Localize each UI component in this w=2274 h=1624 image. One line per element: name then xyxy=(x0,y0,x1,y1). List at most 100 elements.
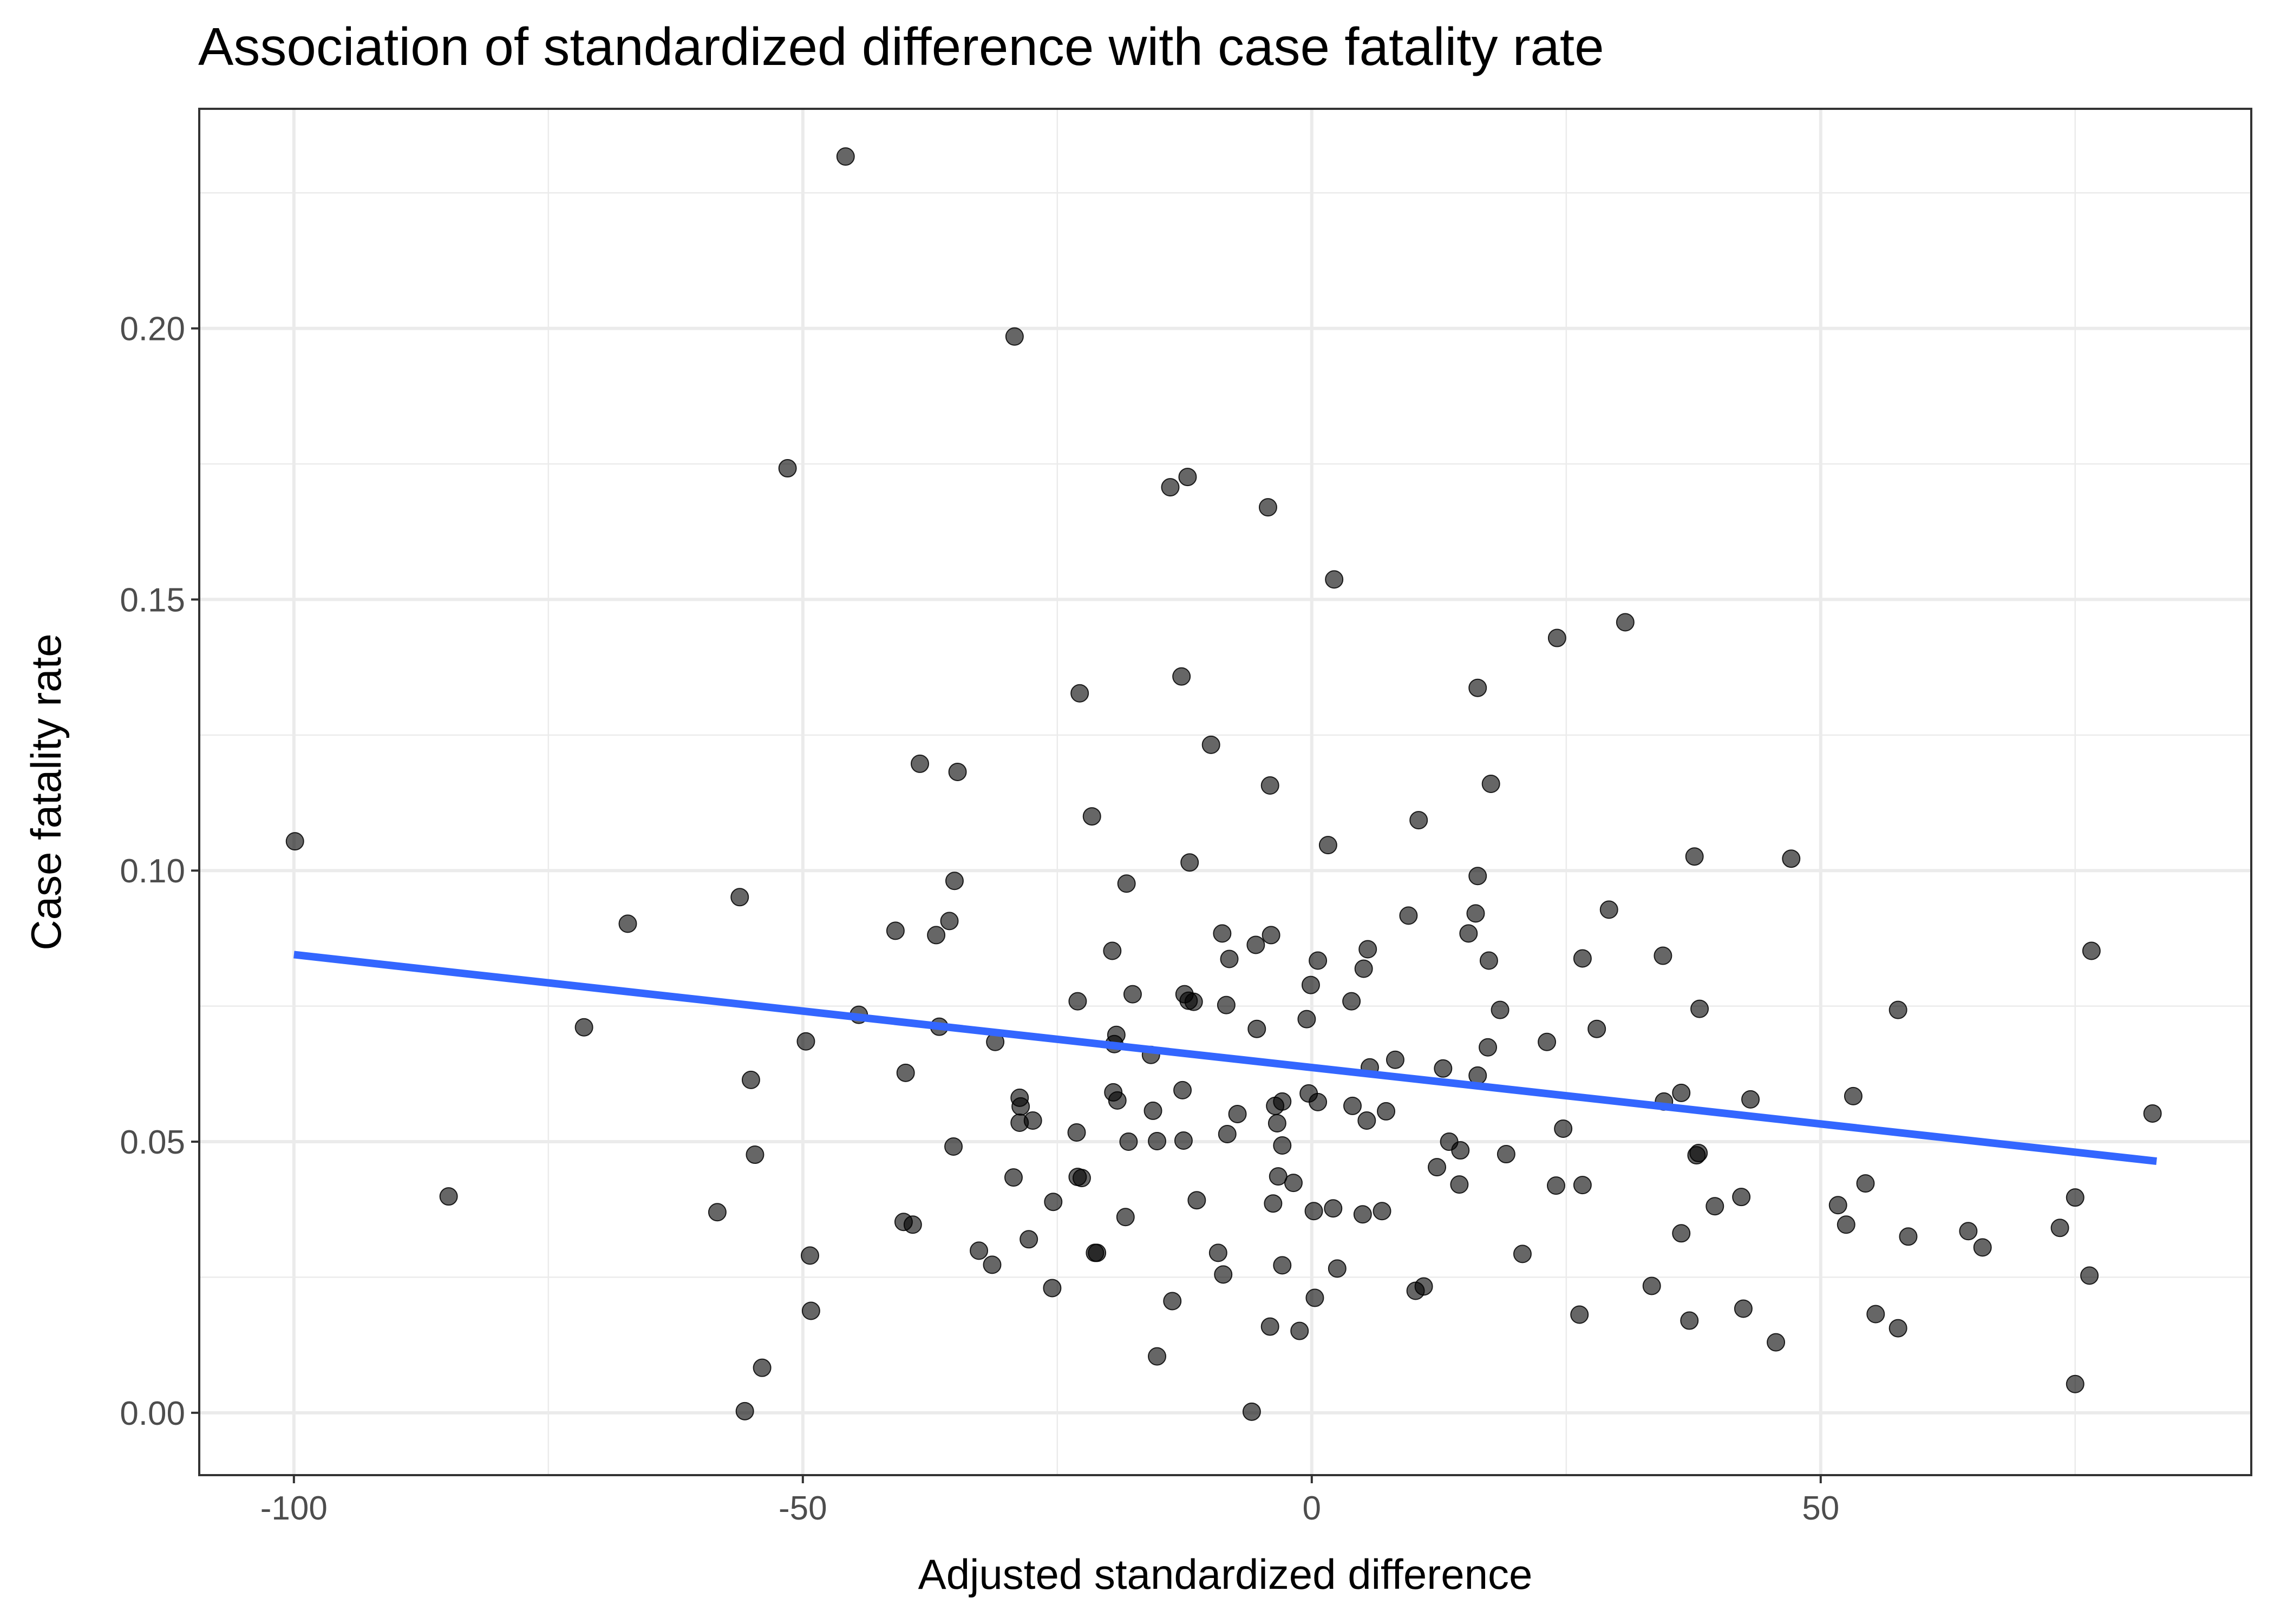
data-point xyxy=(1161,478,1180,497)
data-point xyxy=(948,762,967,781)
data-point xyxy=(1218,1125,1237,1144)
data-point xyxy=(1309,1092,1328,1111)
data-point xyxy=(2082,941,2101,960)
data-point xyxy=(1123,985,1142,1004)
data-point xyxy=(1043,1279,1062,1298)
data-point xyxy=(1782,849,1801,868)
data-point xyxy=(1214,1265,1233,1284)
data-point xyxy=(2066,1374,2084,1393)
data-point xyxy=(1264,1194,1283,1213)
data-point xyxy=(574,1018,593,1037)
data-point xyxy=(1173,1081,1192,1099)
data-point xyxy=(1732,1188,1751,1207)
data-point xyxy=(1267,1114,1286,1132)
axis-tick-labels: -100 -50 0 50 0.00 0.05 0.10 0.15 0.20 xyxy=(120,311,1839,1527)
data-point xyxy=(1672,1083,1691,1102)
x-tick-label: 0 xyxy=(1303,1490,1321,1527)
data-point xyxy=(1082,807,1101,826)
data-point xyxy=(896,1063,915,1082)
data-point xyxy=(1011,1097,1030,1116)
data-point xyxy=(1174,1131,1193,1150)
data-point xyxy=(1546,1176,1565,1195)
trend-line-group xyxy=(293,951,2157,1165)
data-point xyxy=(1178,468,1197,487)
data-point xyxy=(800,1246,819,1265)
data-point xyxy=(1573,1176,1592,1195)
data-point xyxy=(1213,924,1232,943)
chart-title: Association of standardized difference w… xyxy=(198,17,1604,76)
data-point xyxy=(1899,1227,1918,1246)
data-point xyxy=(886,921,905,940)
data-point xyxy=(1068,992,1087,1011)
data-point xyxy=(911,754,930,773)
data-point xyxy=(1481,774,1500,793)
data-point xyxy=(1973,1238,1992,1257)
data-point xyxy=(1290,1321,1309,1340)
data-point xyxy=(1318,836,1337,855)
y-tick-label: 0.00 xyxy=(120,1395,185,1432)
data-point xyxy=(1450,1175,1469,1194)
data-point xyxy=(1654,946,1672,965)
data-point xyxy=(1143,1101,1162,1120)
data-point xyxy=(1070,684,1089,703)
data-point xyxy=(1409,811,1428,830)
data-point xyxy=(927,926,946,945)
data-point xyxy=(944,1137,963,1156)
data-point xyxy=(1554,1119,1573,1138)
plot-panel-border xyxy=(198,108,2252,1476)
data-point xyxy=(1208,1243,1227,1262)
data-point xyxy=(1266,1096,1285,1115)
data-point xyxy=(439,1187,458,1206)
data-point xyxy=(1685,847,1704,866)
data-point xyxy=(1116,1208,1135,1227)
data-point xyxy=(1466,904,1485,923)
data-point xyxy=(1163,1292,1182,1311)
data-point xyxy=(1258,498,1277,517)
data-point xyxy=(1357,1111,1376,1130)
data-point xyxy=(1086,1243,1105,1262)
data-point xyxy=(1856,1174,1875,1193)
y-tick-label: 0.15 xyxy=(120,581,185,619)
data-point xyxy=(1406,1281,1425,1300)
data-point xyxy=(618,914,637,933)
data-point xyxy=(1354,959,1373,978)
data-point xyxy=(796,1032,815,1051)
data-point xyxy=(1103,941,1122,960)
trend-line xyxy=(293,951,2157,1165)
data-point xyxy=(2066,1188,2084,1207)
data-point xyxy=(1172,667,1191,686)
data-point xyxy=(1497,1145,1515,1164)
data-point xyxy=(285,832,304,851)
data-point xyxy=(1672,1224,1691,1243)
data-point xyxy=(1273,1256,1292,1275)
data-point xyxy=(1148,1132,1167,1151)
data-point xyxy=(945,872,964,890)
data-point xyxy=(1377,1102,1396,1121)
data-points xyxy=(285,147,2162,1421)
data-point xyxy=(1734,1299,1753,1318)
data-point xyxy=(1689,1144,1708,1163)
data-point xyxy=(1247,1019,1266,1038)
data-point xyxy=(1117,874,1136,893)
data-point xyxy=(1468,678,1487,697)
data-point xyxy=(1479,1038,1498,1057)
data-point xyxy=(730,888,749,907)
data-point xyxy=(1690,999,1709,1018)
data-point xyxy=(1513,1245,1532,1263)
data-point xyxy=(940,912,959,931)
data-point xyxy=(1599,900,1618,919)
data-point xyxy=(1573,949,1592,968)
data-point xyxy=(1020,1230,1038,1249)
data-point xyxy=(1072,1169,1091,1188)
data-point xyxy=(1273,1136,1292,1155)
data-point xyxy=(903,1215,922,1234)
y-tick-label: 0.10 xyxy=(120,853,185,890)
data-point xyxy=(1180,853,1199,872)
data-point xyxy=(1260,776,1279,795)
data-point xyxy=(1324,1199,1343,1218)
data-point xyxy=(778,459,797,478)
data-point xyxy=(1108,1091,1127,1110)
data-point xyxy=(1741,1090,1760,1109)
data-point xyxy=(1260,1317,1279,1336)
data-point xyxy=(1342,992,1361,1011)
